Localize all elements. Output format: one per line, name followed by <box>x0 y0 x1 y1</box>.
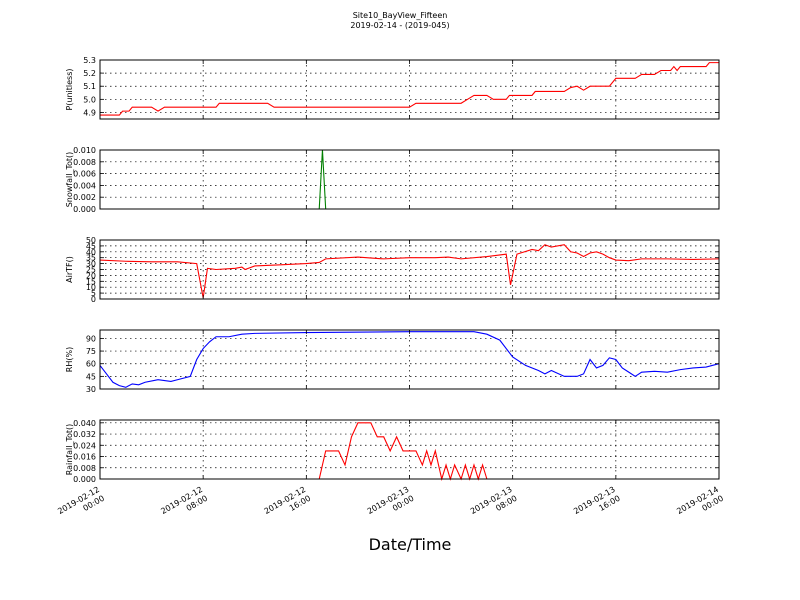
y-axis-label: Snowfall_Tot() <box>65 152 74 208</box>
x-tick-label: 2019-02-1200:00 <box>56 485 106 525</box>
y-tick-label: 30 <box>86 260 96 269</box>
panel-1: 4.9 5.0 5.1 5.2 5.3 P(unitless) <box>65 56 720 120</box>
y-tick-label: 45 <box>86 372 96 381</box>
y-tick-label: 35 <box>86 254 96 263</box>
y-tick-label: 0.040 <box>73 419 96 428</box>
y-tick-label: 90 <box>86 334 96 343</box>
x-axis-label: Date/Time <box>369 535 452 554</box>
y-tick-label: 25 <box>86 266 96 275</box>
y-tick-label: 0.000 <box>73 475 96 484</box>
y-tick-label: 60 <box>86 360 96 369</box>
y-axis-label: AirTF() <box>65 256 74 283</box>
y-tick-label: 0.006 <box>73 170 96 179</box>
y-tick-label: 0.010 <box>73 146 96 155</box>
y-tick-label: 10 <box>86 283 96 292</box>
x-tick-label: 2019-02-1308:00 <box>469 485 519 525</box>
y-tick-label: 40 <box>86 248 96 257</box>
y-tick-label: 0.024 <box>73 441 96 450</box>
chart-panels: 4.95.05.15.25.3P(unitless)0.0000.0020.00… <box>65 56 720 484</box>
y-tick-label: 5.1 <box>83 82 96 91</box>
y-tick-label: 0.016 <box>73 453 96 462</box>
y-tick-label: 15 <box>86 277 96 286</box>
y-tick-label: 5.2 <box>83 69 96 78</box>
chart-title: Site10_BayView_Fifteen <box>353 11 448 20</box>
y-tick-label: 0.032 <box>73 430 96 439</box>
x-tick-label: 2019-02-1216:00 <box>263 485 313 525</box>
y-tick-label: 5.3 <box>83 56 96 65</box>
y-tick-label: 0.008 <box>73 158 96 167</box>
x-tick-label: 2019-02-1400:00 <box>675 485 725 525</box>
x-tick-label: 2019-02-1208:00 <box>159 485 209 525</box>
y-tick-label: 0.000 <box>73 205 96 214</box>
panel-2: 0.000 0.002 0.004 0.006 0.008 0.010Snowfall_T… <box>65 146 720 214</box>
panel-5: 0.000 0.008 0.016 0.024 0.032 0.040Rainfall_T… <box>65 419 720 484</box>
y-tick-label: 5 <box>91 289 96 298</box>
chart-subtitle: 2019-02-14 - (2019-045) <box>350 21 449 30</box>
series-line <box>99 331 720 388</box>
x-tick-label: 2019-02-1300:00 <box>366 485 416 525</box>
y-axis-label: Rainfall_Tot() <box>65 424 74 476</box>
y-tick-label: 30 <box>86 385 96 394</box>
y-axis-label: RH(%) <box>65 347 74 372</box>
series-line <box>99 244 720 298</box>
y-tick-label: 4.9 <box>83 108 96 117</box>
y-tick-label: 20 <box>86 271 96 280</box>
y-tick-label: 75 <box>86 347 96 356</box>
x-axis-tick-labels: 2019-02-1200:00 2019-02-1208:00 2019-02-12… <box>56 485 725 525</box>
y-axis-label: P(unitless) <box>65 68 74 110</box>
y-tick-label: 0.008 <box>73 464 96 473</box>
x-tick-label: 2019-02-1316:00 <box>572 485 622 525</box>
y-tick-label: 45 <box>86 242 96 251</box>
y-tick-label: 50 <box>86 236 96 245</box>
y-tick-label: 0.002 <box>73 193 96 202</box>
y-tick-label: 5.0 <box>83 95 96 104</box>
y-tick-label: 0.004 <box>73 181 96 190</box>
series-line <box>100 62 719 116</box>
panel-4: 30 45 60 75 90 RH(%) <box>65 329 720 394</box>
y-tick-label: 0 <box>91 295 96 304</box>
